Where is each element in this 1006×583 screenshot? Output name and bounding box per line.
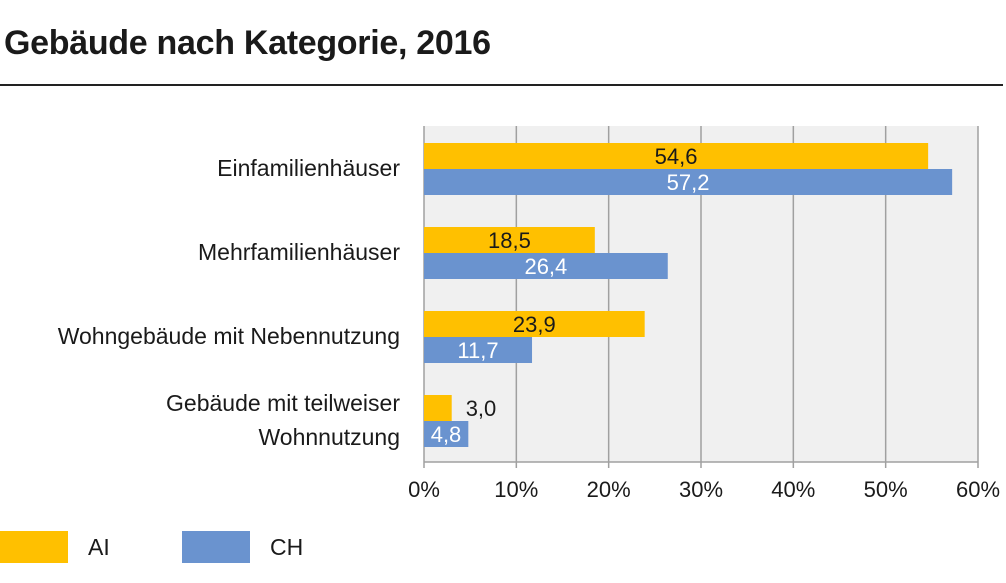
- category-label: Gebäude mit teilweiser: [166, 390, 400, 416]
- legend-item-ai: AI: [0, 530, 110, 564]
- x-tick-label: 10%: [494, 477, 538, 502]
- x-tick-label: 0%: [408, 477, 440, 502]
- data-label-ai: 54,6: [655, 144, 698, 169]
- bar-ai: [424, 395, 452, 421]
- category-label: Wohnnutzung: [258, 424, 400, 450]
- bar-ai: [424, 311, 645, 337]
- data-label-ch: 11,7: [457, 338, 498, 363]
- category-label: Mehrfamilienhäuser: [198, 239, 400, 265]
- category-label: Einfamilienhäuser: [217, 155, 400, 181]
- legend-item-ch: CH: [182, 530, 303, 564]
- category-label: Wohngebäude mit Nebennutzung: [58, 323, 400, 349]
- data-label-ai: 18,5: [488, 228, 531, 253]
- legend-swatch-ch: [182, 531, 250, 563]
- x-tick-label: 30%: [679, 477, 723, 502]
- x-tick-label: 60%: [956, 477, 1000, 502]
- bar-ch: [424, 253, 668, 279]
- legend-label-ai: AI: [88, 533, 110, 560]
- legend-label-ch: CH: [270, 533, 304, 560]
- bar-ch: [424, 421, 469, 447]
- data-label-ai: 3,0: [466, 396, 497, 421]
- legend-swatch-ai: [0, 531, 68, 563]
- x-tick-label: 40%: [771, 477, 815, 502]
- title-divider: [0, 84, 1003, 86]
- data-label-ch: 4,8: [431, 422, 462, 447]
- bar-ai: [424, 143, 929, 169]
- data-label-ch: 26,4: [524, 254, 567, 279]
- x-tick-label: 50%: [864, 477, 908, 502]
- bar-chart: 0% 10% 20% 30% 40% 50% 60% 54,657,2 Einfamilienh…: [58, 126, 1000, 502]
- data-label-ai: 23,9: [513, 312, 556, 337]
- x-tick-label: 20%: [587, 477, 631, 502]
- chart-title: Gebäude nach Kategorie, 2016: [4, 24, 491, 62]
- bar-ch: [424, 169, 953, 195]
- bar-ai: [424, 227, 595, 253]
- bar-ch: [424, 337, 533, 363]
- data-label-ch: 57,2: [667, 170, 710, 195]
